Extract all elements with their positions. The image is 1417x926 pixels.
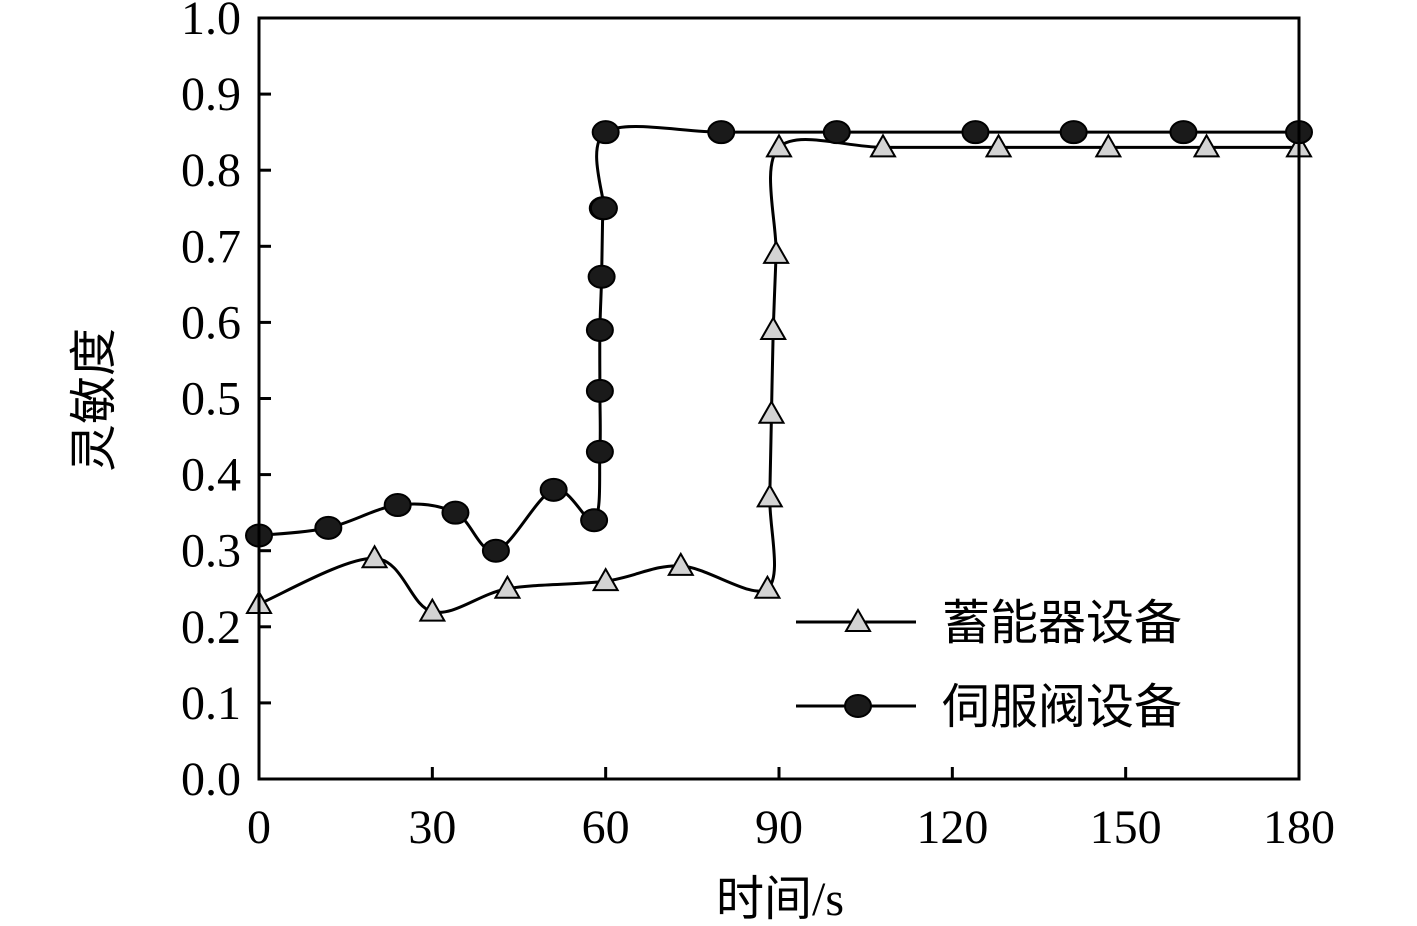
y-tick-label: 0.4	[181, 449, 241, 502]
data-point-series-1	[1192, 133, 1221, 158]
series-lines	[258, 125, 1299, 614]
data-point-series-2	[961, 120, 990, 145]
data-point-series-1	[762, 239, 790, 264]
x-tick-label: 60	[582, 801, 630, 854]
y-tick-label: 0.1	[181, 677, 241, 730]
data-point-series-2	[580, 508, 609, 533]
legend-marker	[844, 694, 872, 718]
y-tick-label: 0.2	[181, 601, 241, 654]
x-tick-label: 90	[755, 801, 803, 854]
data-point-series-2	[822, 120, 851, 145]
data-point-series-2	[481, 538, 510, 563]
data-point-series-1	[591, 567, 620, 592]
data-point-series-1	[869, 133, 897, 158]
y-tick-label: 0.6	[181, 296, 241, 349]
x-tick-label: 150	[1090, 801, 1162, 854]
data-point-series-2	[539, 477, 568, 502]
data-point-series-1	[756, 483, 784, 508]
x-axis-ticks: 0 30 60 90 120 150 180	[247, 767, 1335, 854]
data-point-series-2	[707, 120, 736, 145]
x-tick-label: 120	[916, 801, 988, 854]
data-point-series-1	[1094, 133, 1123, 158]
y-tick-label: 0.8	[181, 144, 241, 197]
data-point-series-2	[1169, 120, 1198, 145]
y-tick-label: 0.9	[181, 68, 241, 121]
data-point-series-2	[589, 196, 618, 221]
y-tick-label: 0.3	[181, 525, 241, 578]
data-point-series-1	[360, 544, 389, 569]
y-tick-label: 0.0	[181, 753, 241, 806]
y-axis-label: 灵敏度	[68, 328, 121, 472]
legend-label: 伺服阀设备	[942, 681, 1182, 734]
data-point-series-2	[585, 378, 614, 403]
data-point-series-2	[383, 493, 412, 518]
x-tick-label: 0	[247, 801, 271, 854]
y-tick-label: 0.5	[181, 373, 241, 426]
data-point-series-1	[667, 551, 695, 576]
series-line-1	[258, 138, 1299, 614]
data-point-series-1	[418, 597, 447, 622]
y-tick-label: 1.0	[181, 0, 241, 45]
y-axis-ticks: 0.0 0.1 0.2 0.3 0.4 0.5 0.6 0.7 0.8 0.9 1.0	[181, 0, 271, 806]
data-point-series-1	[765, 133, 793, 158]
x-tick-label: 30	[408, 801, 456, 854]
data-point-series-2	[587, 264, 616, 289]
data-point-series-2	[441, 500, 470, 525]
y-tick-label: 0.7	[181, 220, 241, 273]
data-point-series-2	[585, 318, 614, 343]
legend-label: 蓄能器设备	[942, 597, 1182, 650]
data-point-series-1	[984, 133, 1013, 158]
series-markers	[245, 120, 1313, 622]
data-point-series-2	[591, 120, 620, 145]
data-point-series-1	[493, 574, 522, 599]
x-axis-label: 时间/s	[716, 873, 844, 926]
x-tick-label: 180	[1263, 801, 1335, 854]
data-point-series-1	[759, 315, 787, 341]
data-point-series-1	[753, 574, 782, 599]
legend-marker	[844, 607, 872, 632]
data-point-series-2	[585, 439, 614, 464]
data-point-series-2	[1059, 120, 1088, 145]
data-point-series-1	[757, 399, 786, 424]
data-point-series-2	[314, 515, 343, 540]
